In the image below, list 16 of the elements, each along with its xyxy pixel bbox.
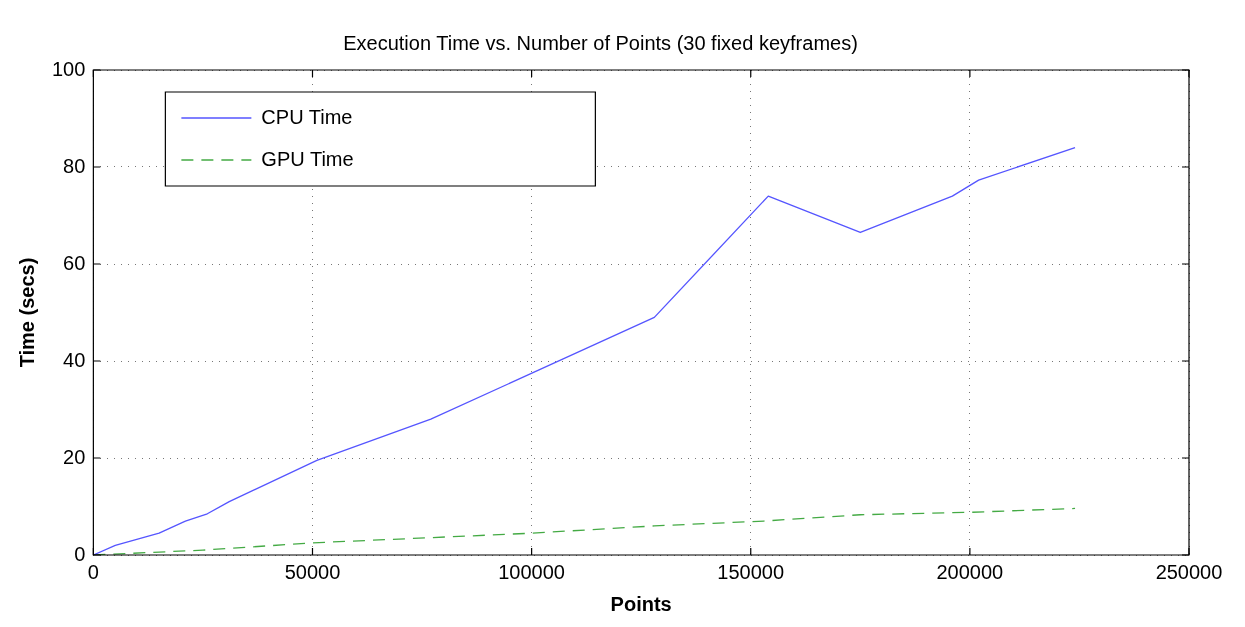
y-tick-label: 0 — [74, 542, 86, 565]
x-tick-label: 100000 — [498, 560, 565, 583]
y-tick-label: 100 — [51, 57, 86, 80]
chart-title: Execution Time vs. Number of Points (30 fixed keyframes) — [343, 31, 858, 54]
legend-label: CPU Time — [261, 105, 353, 128]
x-tick-label: 250000 — [1155, 560, 1223, 583]
x-tick-label: 150000 — [717, 560, 785, 583]
y-tick-label: 80 — [63, 154, 86, 177]
x-tick-label: 200000 — [936, 560, 1004, 583]
y-tick-label: 60 — [63, 251, 86, 274]
y-tick-label: 20 — [63, 445, 86, 468]
legend-label: GPU Time — [261, 147, 354, 170]
x-axis-title: Points — [610, 592, 672, 615]
x-tick-label: 50000 — [284, 560, 341, 583]
y-tick-label: 40 — [63, 348, 86, 371]
y-axis-title: Time (secs) — [15, 257, 38, 368]
